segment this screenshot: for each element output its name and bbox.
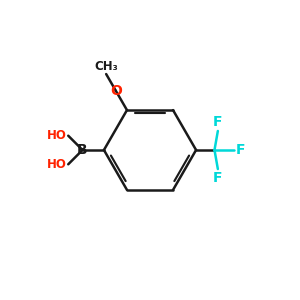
Text: F: F (235, 143, 245, 157)
Text: F: F (213, 116, 223, 130)
Text: F: F (213, 170, 223, 184)
Text: HO: HO (47, 158, 67, 171)
Text: HO: HO (47, 129, 67, 142)
Text: CH₃: CH₃ (94, 60, 118, 73)
Text: O: O (110, 84, 122, 98)
Text: B: B (77, 143, 88, 157)
